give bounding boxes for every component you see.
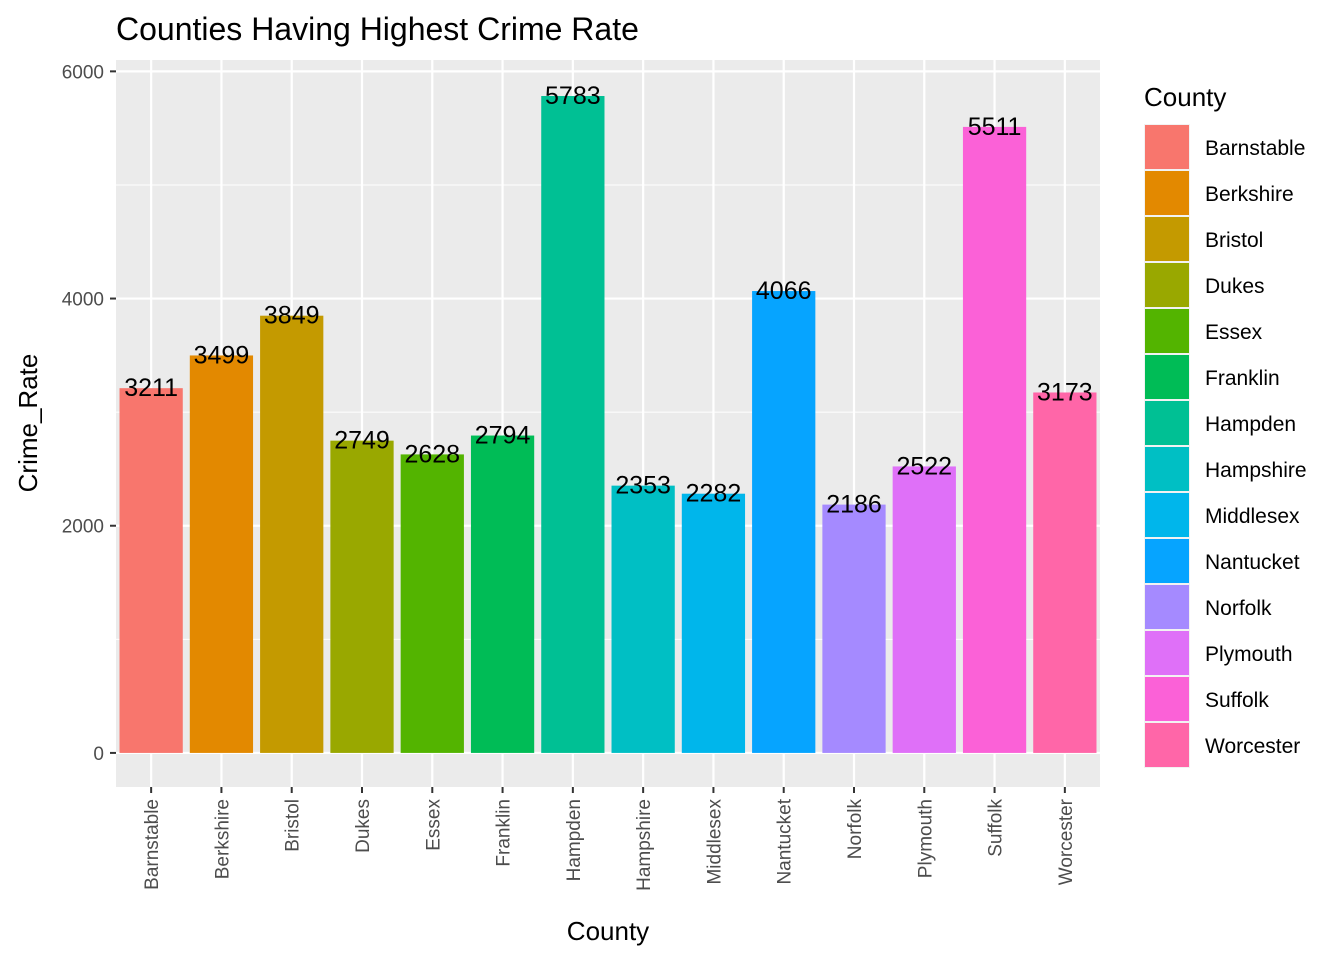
data-label: 5511 <box>968 113 1022 141</box>
x-tick-label: Suffolk <box>986 799 1007 857</box>
legend-swatch <box>1145 723 1189 767</box>
legend-swatch <box>1145 539 1189 583</box>
x-axis: Barnstable Berkshire Bristol Dukes Essex Fran… <box>142 787 1077 891</box>
legend-swatch <box>1145 585 1189 629</box>
legend-label: Dukes <box>1205 275 1265 298</box>
bar-plymouth <box>892 466 956 753</box>
x-tick-label: Barnstable <box>142 799 163 890</box>
data-label: 2628 <box>404 440 460 468</box>
legend-label: Plymouth <box>1205 643 1293 666</box>
legend: County Barnstable Berkshire Bristol Dukes Es… <box>1144 82 1307 768</box>
legend-label: Norfolk <box>1205 597 1272 620</box>
legend-swatch <box>1145 493 1189 537</box>
legend-label: Suffolk <box>1205 689 1269 712</box>
y-tick-label: 0 <box>93 744 104 765</box>
legend-swatch <box>1145 217 1189 261</box>
legend-label: Bristol <box>1205 229 1263 252</box>
x-tick-label: Hampden <box>564 799 585 881</box>
data-labels: 3211 3499 3849 2749 2628 2794 5783 2353 2282 4066… <box>124 82 1092 519</box>
legend-swatch <box>1145 355 1189 399</box>
x-tick-label: Dukes <box>353 799 374 853</box>
x-tick-label: Middlesex <box>704 799 725 885</box>
x-axis-title: County <box>567 916 649 946</box>
y-axis-title: Crime_Rate <box>13 354 43 493</box>
data-label: 2186 <box>826 491 882 519</box>
x-tick-label: Essex <box>423 799 444 851</box>
legend-label: Essex <box>1205 321 1263 344</box>
legend-swatch <box>1145 263 1189 307</box>
legend-label: Nantucket <box>1205 551 1300 574</box>
legend-title: County <box>1144 82 1226 112</box>
bar-franklin <box>470 435 535 753</box>
bar-suffolk <box>962 126 1027 753</box>
data-label: 3173 <box>1037 378 1093 406</box>
legend-label: Hampden <box>1205 413 1296 436</box>
bar-berkshire <box>189 355 254 753</box>
data-label: 2794 <box>475 422 531 450</box>
bars <box>119 96 1097 753</box>
legend-label: Middlesex <box>1205 505 1300 528</box>
bar-barnstable <box>119 388 183 753</box>
bar-bristol <box>260 315 324 753</box>
legend-label: Worcester <box>1205 735 1300 758</box>
data-label: 4066 <box>756 277 812 305</box>
bar-dukes <box>330 440 394 753</box>
data-label: 3849 <box>264 302 320 330</box>
legend-swatch <box>1145 171 1189 215</box>
bar-worcester <box>1033 392 1097 753</box>
legend-swatch <box>1145 125 1189 169</box>
y-tick-label: 4000 <box>62 290 104 311</box>
x-tick-label: Franklin <box>494 799 515 867</box>
data-label: 2353 <box>615 472 671 500</box>
x-tick-label: Nantucket <box>775 798 796 884</box>
bar-essex <box>400 454 464 753</box>
x-tick-label: Hampshire <box>634 799 655 891</box>
x-tick-label: Berkshire <box>212 799 233 879</box>
legend-swatch <box>1145 631 1189 675</box>
data-label: 2282 <box>686 480 742 508</box>
legend-swatch <box>1145 309 1189 353</box>
legend-swatch <box>1145 677 1189 721</box>
y-axis: 0 2000 4000 6000 <box>62 62 116 765</box>
legend-swatch <box>1145 447 1189 491</box>
bar-norfolk <box>822 504 886 753</box>
data-label: 3499 <box>194 341 250 369</box>
y-tick-label: 2000 <box>62 517 104 538</box>
data-label: 3211 <box>124 374 178 402</box>
legend-label: Hampshire <box>1205 459 1307 482</box>
legend-label: Franklin <box>1205 367 1280 390</box>
y-tick-label: 6000 <box>62 62 104 83</box>
legend-label: Barnstable <box>1205 137 1305 160</box>
x-tick-label: Bristol <box>283 799 304 852</box>
legend-label: Berkshire <box>1205 183 1294 206</box>
x-tick-label: Worcester <box>1056 798 1077 885</box>
legend-swatch <box>1145 401 1189 445</box>
x-tick-label: Norfolk <box>845 799 866 860</box>
bar-middlesex <box>681 493 746 753</box>
x-tick-label: Plymouth <box>915 799 936 878</box>
bar-hampden <box>541 96 605 753</box>
bar-hampshire <box>611 485 675 753</box>
bar-nantucket <box>752 291 816 753</box>
data-label: 2749 <box>334 427 390 455</box>
chart-title: Counties Having Highest Crime Rate <box>116 11 639 47</box>
data-label: 2522 <box>896 452 952 480</box>
data-label: 5783 <box>545 82 601 110</box>
